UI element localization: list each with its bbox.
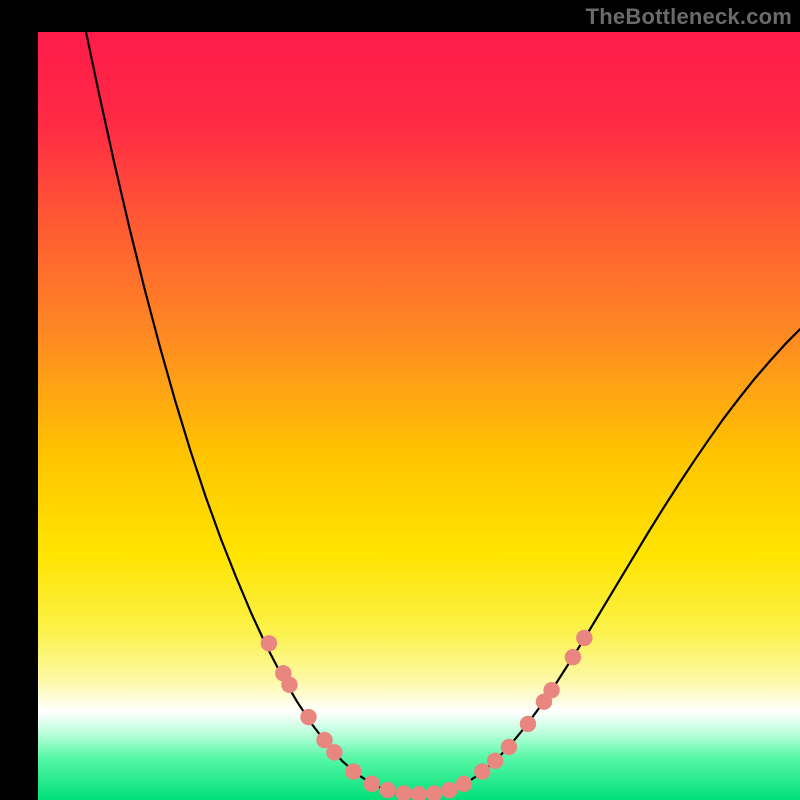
data-marker <box>520 716 536 732</box>
data-marker <box>326 744 342 760</box>
data-marker <box>261 635 277 651</box>
data-marker <box>380 782 396 798</box>
data-marker <box>300 709 316 725</box>
watermark-text: TheBottleneck.com <box>586 4 792 30</box>
data-marker <box>364 776 380 792</box>
data-marker <box>441 782 457 798</box>
data-marker <box>345 763 361 779</box>
data-marker <box>565 649 581 665</box>
data-marker <box>501 739 517 755</box>
data-marker <box>281 677 297 693</box>
bottleneck-chart <box>0 0 800 800</box>
data-marker <box>487 753 503 769</box>
data-marker <box>576 630 592 646</box>
plot-background <box>38 32 800 800</box>
data-marker <box>456 776 472 792</box>
data-marker <box>543 682 559 698</box>
data-marker <box>474 763 490 779</box>
chart-frame: TheBottleneck.com <box>0 0 800 800</box>
